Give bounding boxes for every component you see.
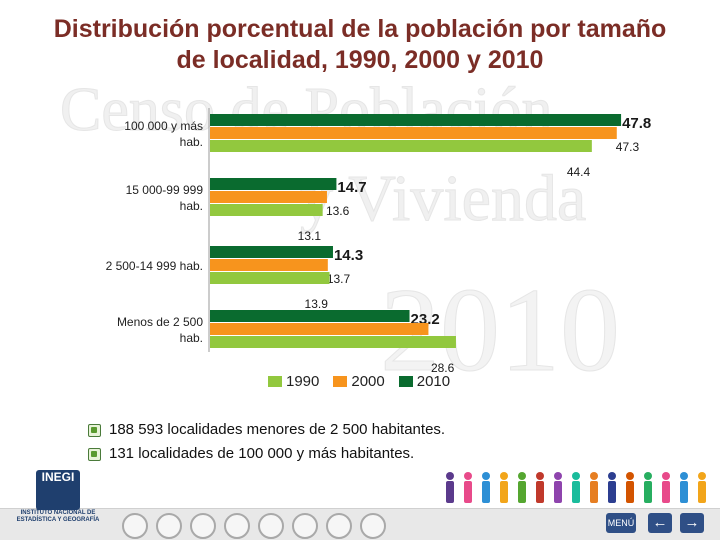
title-line-2: de localidad, 1990, 2000 y 2010 [176, 46, 544, 74]
legend-swatch-1990 [268, 376, 282, 387]
svg-text:y Vivienda: y Vivienda [300, 162, 586, 235]
title-line-1: Distribución porcentual de la población … [53, 15, 667, 43]
bar-2000 [210, 259, 328, 271]
note-text: 188 593 localidades menores de 2 500 hab… [109, 421, 446, 438]
data-label-2000: 13.7 [327, 272, 351, 286]
legend-swatch-2010 [398, 376, 413, 387]
chart-legend: 1990 2000 2010 [268, 373, 450, 390]
category-tick-label: hab. [180, 331, 203, 345]
legend-label-2010: 2010 [416, 373, 451, 390]
bar-2000 [210, 127, 617, 139]
footer-building-icon[interactable] [326, 513, 352, 539]
data-label-2010: 14.7 [337, 179, 366, 196]
footer-document-icon[interactable] [360, 513, 386, 539]
bullet-icon [88, 423, 101, 437]
notes-list: 188 593 localidades menores de 2 500 hab… [88, 418, 445, 466]
data-label-2000: 47.3 [616, 140, 640, 154]
legend-item-1990: 1990 [268, 373, 319, 390]
bar-2010 [210, 246, 333, 258]
note-item: 188 593 localidades menores de 2 500 hab… [88, 418, 445, 442]
logo-text: INSTITUTO NACIONAL DE ESTADÍSTICA Y GEOG… [16, 510, 100, 523]
svg-text:Censo de Población: Censo de Población [60, 76, 553, 144]
logo-mark: INEGI [36, 470, 80, 510]
logo-mark-text: INEGI [41, 470, 75, 484]
legend-item-2000: 2000 [333, 373, 385, 390]
next-button[interactable]: → [680, 513, 704, 533]
note-item: 131 localidades de 100 000 y más habitan… [88, 442, 445, 466]
footer-family-icon[interactable] [224, 513, 250, 539]
data-label-2010: 14.3 [334, 247, 363, 264]
bar-2010 [210, 310, 410, 322]
note-text: 131 localidades de 100 000 y más habitan… [109, 445, 415, 462]
legend-label-1990: 1990 [286, 373, 320, 390]
bar-2010 [210, 178, 337, 190]
data-label-1990: 28.6 [431, 361, 455, 375]
inegi-logo: INEGI INSTITUTO NACIONAL DE ESTADÍSTICA … [12, 470, 104, 534]
data-label-1990: 44.4 [567, 165, 591, 179]
data-label-1990: 13.1 [298, 229, 322, 243]
bar-2000 [210, 323, 429, 335]
footer-people-icon[interactable] [122, 513, 148, 539]
bar-1990 [210, 336, 456, 348]
bar-1990 [210, 140, 592, 152]
category-tick-label: hab. [180, 199, 203, 213]
bar-1990 [210, 204, 323, 216]
legend-label-2000: 2000 [351, 373, 385, 390]
data-label-2000: 13.6 [326, 204, 350, 218]
prev-button[interactable]: ← [648, 513, 672, 533]
category-tick-label: 15 000-99 999 [126, 183, 204, 197]
data-label-2010: 47.8 [622, 115, 651, 132]
legend-swatch-2000 [333, 376, 348, 387]
category-tick-label: 2 500-14 999 hab. [106, 259, 203, 273]
bar-1990 [210, 272, 330, 284]
footer-house-icon[interactable] [258, 513, 284, 539]
people-banner-graphic [446, 472, 706, 503]
bullet-icon [88, 447, 101, 461]
category-tick-label: Menos de 2 500 [117, 315, 203, 329]
menu-button[interactable]: MENÚ [606, 513, 636, 533]
category-tick-label: 100 000 y más [124, 119, 203, 133]
bar-2000 [210, 191, 327, 203]
page-title: Distribución porcentual de la población … [20, 14, 700, 76]
category-tick-label: hab. [180, 135, 203, 149]
legend-item-2010: 2010 [398, 373, 451, 390]
data-label-1990: 13.9 [305, 297, 329, 311]
bar-2010 [210, 114, 622, 126]
footer-map-icon[interactable] [292, 513, 318, 539]
footer-globe-icon[interactable] [156, 513, 182, 539]
footer-person-icon[interactable] [190, 513, 216, 539]
